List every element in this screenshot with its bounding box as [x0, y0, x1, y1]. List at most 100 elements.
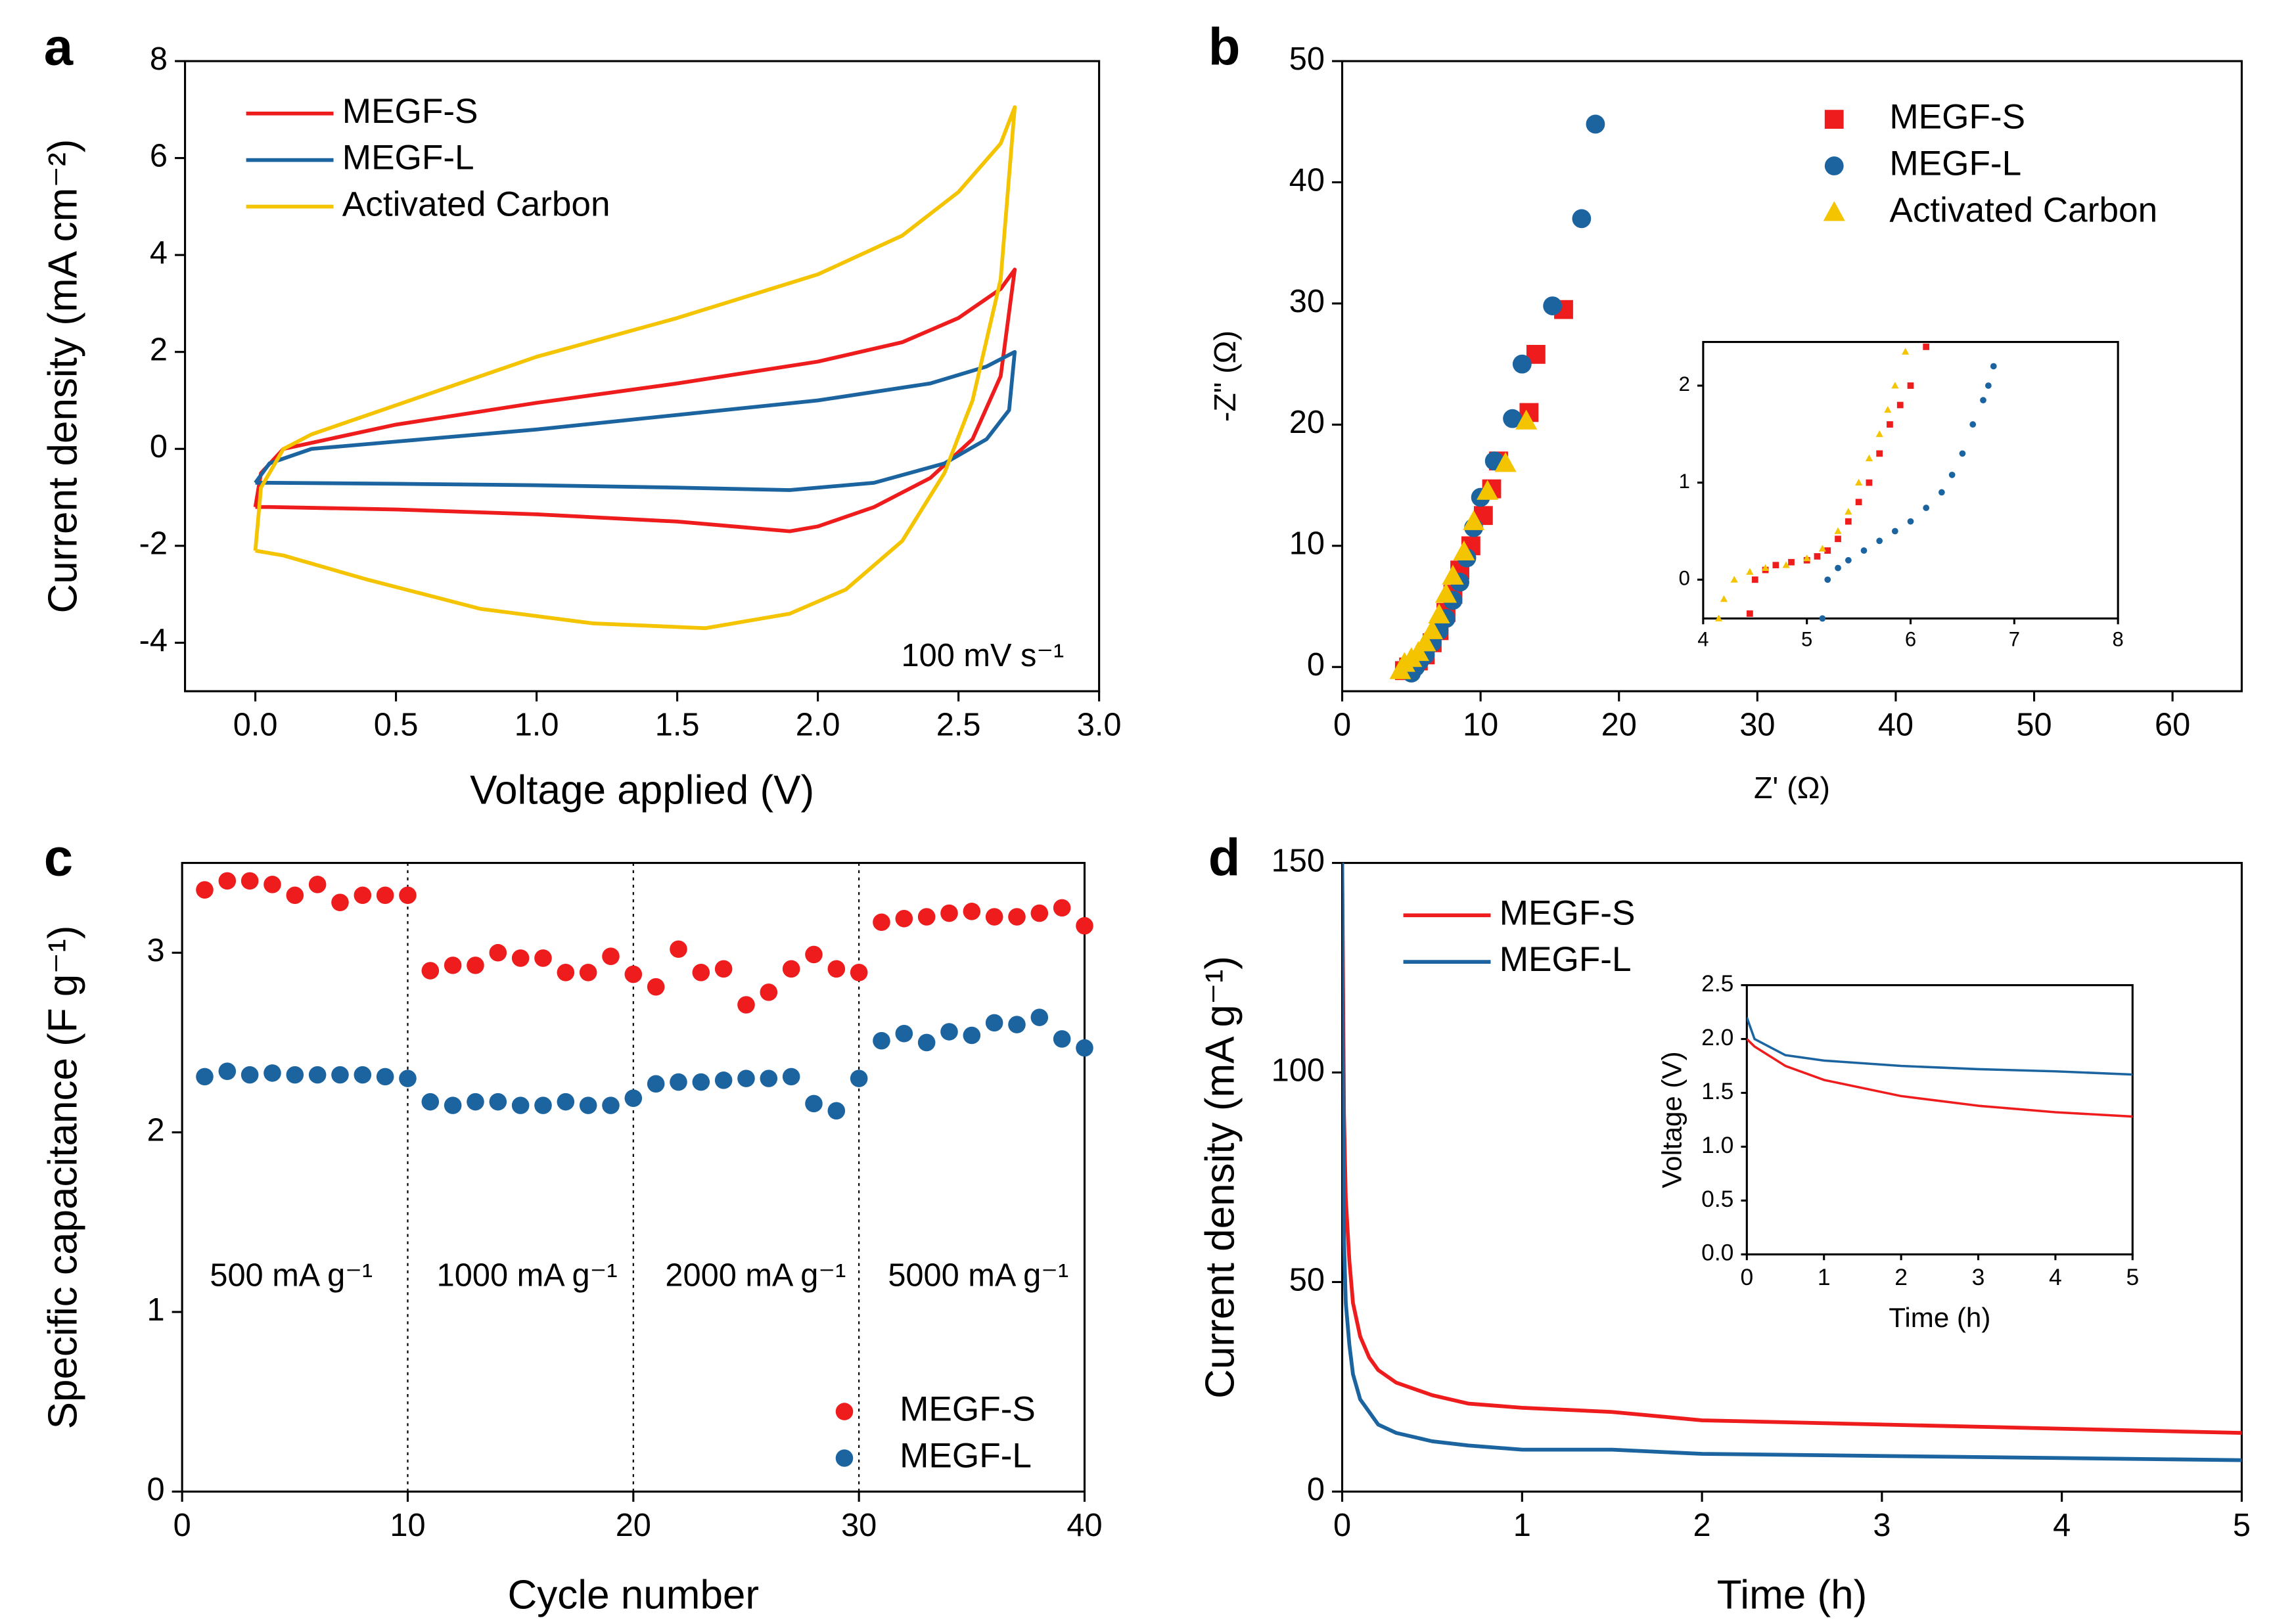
y-tick-label: 3: [147, 933, 164, 968]
marker: [624, 1089, 643, 1107]
marker: [1818, 545, 1826, 552]
x-tick-label: 4: [2053, 1508, 2071, 1543]
marker: [1030, 904, 1049, 922]
marker: [308, 1066, 327, 1084]
marker: [534, 1096, 552, 1114]
marker: [1428, 603, 1450, 623]
marker: [895, 909, 913, 928]
marker: [1823, 201, 1845, 221]
marker: [196, 881, 214, 899]
marker: [331, 893, 349, 911]
marker: [1834, 527, 1842, 534]
marker: [1814, 553, 1821, 560]
x-tick-label: 5: [1801, 627, 1812, 650]
x-tick-label: 3.0: [1077, 708, 1122, 743]
marker: [1782, 561, 1790, 568]
y-tick-label: 2: [147, 1113, 164, 1148]
marker: [1076, 916, 1093, 935]
y-tick-label: 100: [1272, 1052, 1325, 1088]
marker: [692, 1073, 710, 1091]
x-axis-title: Z' (Ω): [1754, 771, 1830, 805]
marker: [1414, 631, 1436, 652]
marker: [805, 945, 823, 964]
series-line: [1342, 863, 2242, 1435]
marker: [1824, 547, 1831, 554]
marker: [1845, 518, 1852, 525]
marker: [1887, 421, 1893, 428]
plot-frame: [184, 60, 1101, 692]
x-tick-label: 5: [2126, 1264, 2139, 1290]
x-tick-label: 0: [173, 1508, 191, 1543]
marker: [1747, 610, 1753, 617]
y-tick-label: 30: [1289, 284, 1325, 319]
marker: [1788, 558, 1795, 566]
marker: [444, 1096, 462, 1114]
y-tick-label: 50: [1289, 1262, 1325, 1297]
x-tick-label: 20: [616, 1508, 651, 1543]
marker: [1969, 421, 1977, 428]
x-tick-label: 4: [2049, 1264, 2062, 1290]
marker: [692, 964, 710, 981]
panel-label: a: [44, 18, 74, 76]
marker: [760, 983, 778, 1001]
series-line: [1747, 1038, 2133, 1118]
marker: [264, 876, 281, 893]
marker: [286, 886, 304, 905]
marker: [647, 1075, 665, 1093]
y-tick-label: 0: [1679, 567, 1690, 590]
y-axis-title: -Z" (Ω): [1208, 330, 1242, 422]
marker: [1076, 1039, 1093, 1057]
marker: [1008, 908, 1026, 926]
y-tick-label: 1: [1679, 470, 1690, 493]
legend-label: MEGF-S: [1500, 893, 1636, 932]
panel-label: b: [1208, 18, 1241, 76]
marker: [647, 978, 665, 996]
y-tick-label: 4: [150, 235, 168, 271]
marker: [850, 1070, 868, 1087]
panel-label: d: [1208, 828, 1241, 886]
marker: [1572, 209, 1592, 229]
marker: [782, 960, 800, 978]
marker: [1896, 401, 1904, 409]
legend-label: MEGF-L: [1889, 145, 2021, 183]
marker: [760, 1070, 778, 1087]
marker: [1875, 430, 1883, 438]
marker: [331, 1066, 349, 1084]
plot-frame: [1341, 60, 2243, 692]
marker: [1053, 1030, 1071, 1048]
annotation: 2000 mA g⁻¹: [665, 1258, 846, 1294]
marker: [1714, 614, 1723, 621]
x-tick-label: 30: [1739, 708, 1775, 743]
y-tick-label: 1.5: [1701, 1078, 1733, 1104]
marker: [963, 903, 981, 920]
marker: [1845, 556, 1852, 564]
x-tick-label: 7: [2009, 627, 2020, 650]
annotation: 5000 mA g⁻¹: [888, 1258, 1068, 1294]
marker: [511, 949, 530, 967]
y-tick-label: -4: [139, 623, 168, 658]
marker: [670, 1073, 687, 1091]
y-tick-label: 0: [147, 1472, 164, 1507]
x-tick-label: 10: [1463, 708, 1498, 743]
marker: [1907, 382, 1914, 389]
y-tick-label: 6: [150, 138, 168, 173]
y-axis-title: Current density (mA g⁻¹): [1197, 956, 1243, 1399]
plot-frame: [1341, 861, 2243, 1493]
marker: [1463, 510, 1485, 530]
y-tick-label: 2.5: [1701, 970, 1733, 997]
x-tick-label: 50: [2016, 708, 2052, 743]
y-tick-label: 1.0: [1701, 1132, 1733, 1158]
marker: [286, 1066, 304, 1084]
legend-label: MEGF-L: [342, 139, 474, 177]
x-tick-label: 60: [2155, 708, 2190, 743]
marker: [1990, 363, 1997, 370]
x-tick-label: 2.0: [796, 708, 840, 743]
marker: [1845, 508, 1852, 515]
marker: [1494, 452, 1517, 472]
marker: [1902, 348, 1910, 355]
marker: [1824, 576, 1831, 583]
marker: [1008, 1016, 1026, 1033]
marker: [1751, 576, 1758, 583]
x-tick-label: 1: [1818, 1264, 1831, 1290]
x-tick-label: 3: [1972, 1264, 1985, 1290]
